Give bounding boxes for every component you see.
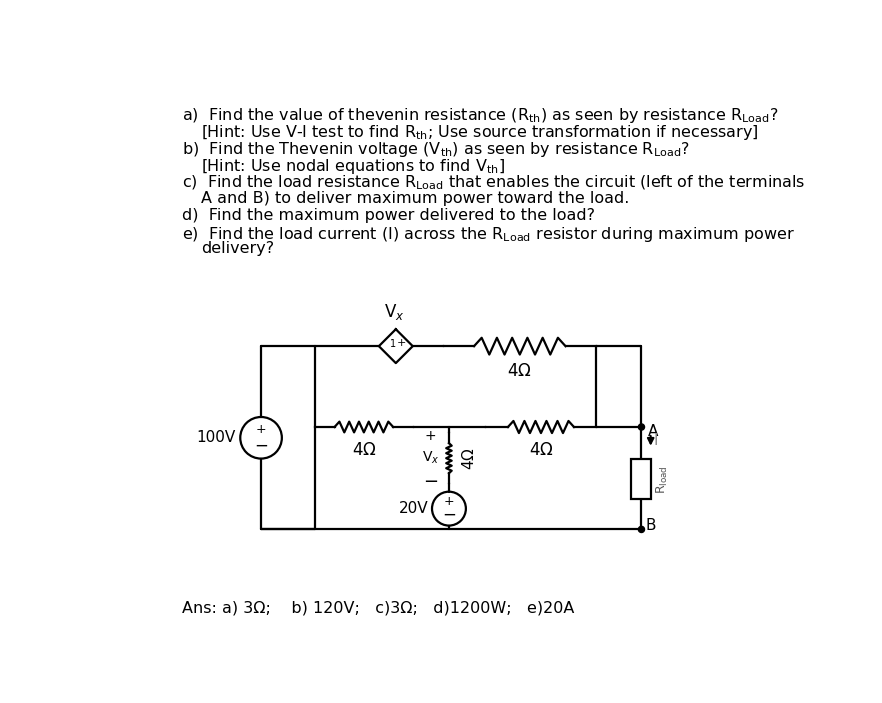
Text: −: − xyxy=(442,506,456,524)
Text: 4$\Omega$: 4$\Omega$ xyxy=(352,441,377,459)
Text: d)  Find the maximum power delivered to the load?: d) Find the maximum power delivered to t… xyxy=(182,207,594,223)
Circle shape xyxy=(639,424,645,430)
Text: B: B xyxy=(646,517,656,532)
Bar xyxy=(632,459,652,499)
Text: +: + xyxy=(256,423,266,436)
Text: a)  Find the value of thevenin resistance (R$_{\mathregular{th}}$) as seen by re: a) Find the value of thevenin resistance… xyxy=(182,106,778,125)
Text: 4$\Omega$: 4$\Omega$ xyxy=(507,361,532,380)
Circle shape xyxy=(639,527,645,532)
Text: 1: 1 xyxy=(390,339,396,349)
Text: R$_{\mathregular{load}}$: R$_{\mathregular{load}}$ xyxy=(654,465,669,494)
Text: b)  Find the Thevenin voltage (V$_{\mathregular{th}}$) as seen by resistance R$_: b) Find the Thevenin voltage (V$_{\mathr… xyxy=(182,140,690,159)
Text: 4$\Omega$: 4$\Omega$ xyxy=(461,447,477,470)
Text: +: + xyxy=(424,430,437,444)
Text: [Hint: Use nodal equations to find V$_{\mathregular{th}}$]: [Hint: Use nodal equations to find V$_{\… xyxy=(201,157,505,176)
Text: A and B) to deliver maximum power toward the load.: A and B) to deliver maximum power toward… xyxy=(201,191,630,205)
Text: V$_x$: V$_x$ xyxy=(384,302,405,321)
Text: 20V: 20V xyxy=(399,501,428,516)
Text: e)  Find the load current (I) across the R$_{\mathregular{Load}}$ resistor durin: e) Find the load current (I) across the … xyxy=(182,224,795,243)
Text: −: − xyxy=(422,472,438,491)
Text: −: − xyxy=(254,437,268,455)
Text: c)  Find the load resistance R$_{\mathregular{Load}}$ that enables the circuit (: c) Find the load resistance R$_{\mathreg… xyxy=(182,174,805,192)
Text: +: + xyxy=(444,495,454,508)
Text: 100V: 100V xyxy=(197,430,235,445)
Text: I: I xyxy=(654,433,658,449)
Text: +: + xyxy=(397,338,406,348)
Text: V$_x$: V$_x$ xyxy=(422,450,439,466)
Text: Ans: a) 3Ω;    b) 120V;   c)3Ω;   d)1200W;   e)20A: Ans: a) 3Ω; b) 120V; c)3Ω; d)1200W; e)20… xyxy=(182,600,574,615)
Text: [Hint: Use V-I test to find R$_{\mathregular{th}}$; Use source transformation if: [Hint: Use V-I test to find R$_{\mathreg… xyxy=(201,123,759,142)
Text: delivery?: delivery? xyxy=(201,241,274,257)
Text: 4$\Omega$: 4$\Omega$ xyxy=(528,441,553,459)
Text: A: A xyxy=(648,424,659,439)
